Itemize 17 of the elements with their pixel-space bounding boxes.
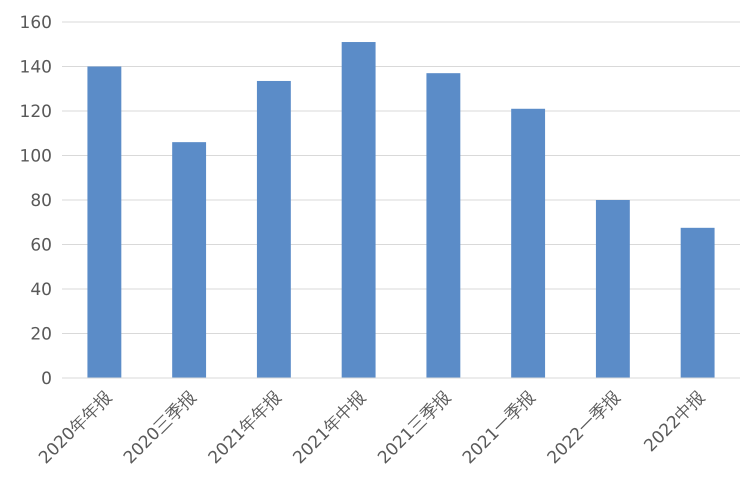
y-tick-label: 100 [20, 146, 52, 166]
bar [87, 66, 122, 378]
bar [596, 200, 630, 378]
bar [680, 228, 715, 378]
bar [426, 73, 460, 378]
y-tick-label: 40 [30, 280, 52, 300]
bar [172, 142, 206, 378]
y-tick-label: 140 [20, 58, 52, 78]
y-tick-label: 160 [20, 13, 52, 33]
bar [511, 108, 546, 378]
bar [342, 42, 376, 378]
y-tick-label: 0 [41, 369, 52, 389]
bar [256, 80, 291, 378]
y-tick-label: 120 [20, 102, 52, 122]
y-tick-label: 60 [30, 236, 52, 256]
y-tick-label: 20 [30, 324, 52, 344]
y-tick-label: 80 [30, 191, 52, 211]
